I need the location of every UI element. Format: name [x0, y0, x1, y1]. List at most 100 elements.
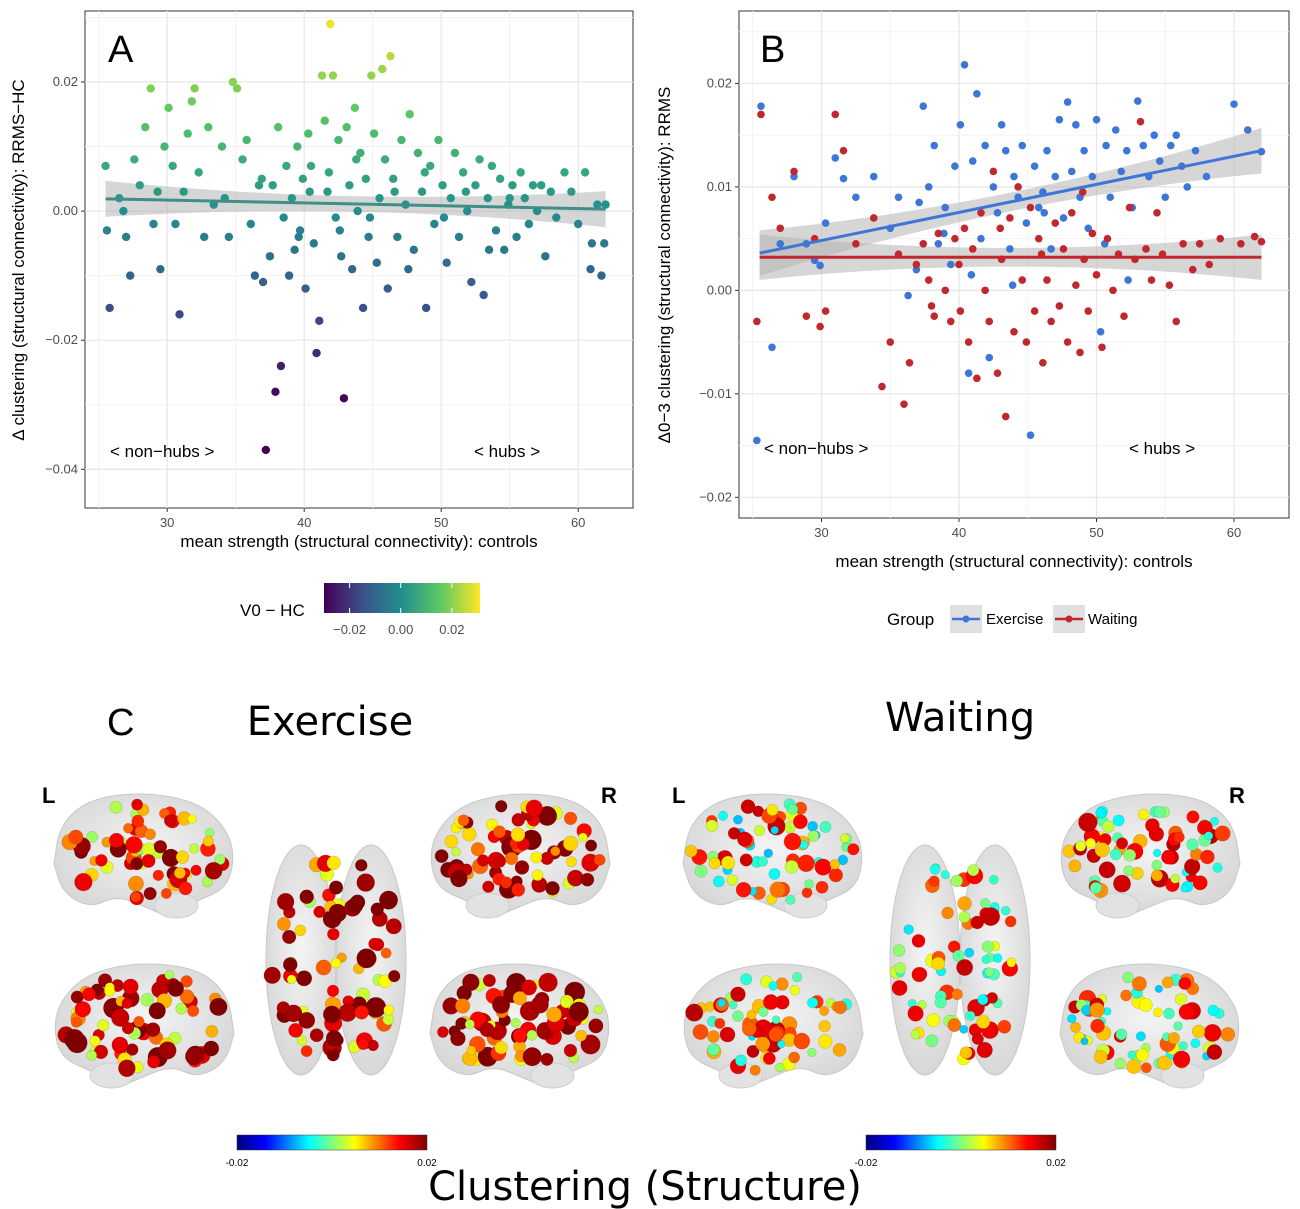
node-sphere — [925, 1034, 939, 1048]
node-sphere — [1080, 1037, 1089, 1046]
node-sphere — [839, 833, 850, 844]
node-sphere — [952, 949, 965, 962]
data-point-waiting — [776, 224, 785, 233]
node-sphere — [814, 858, 832, 876]
data-point-waiting — [878, 382, 886, 391]
node-sphere — [1098, 861, 1116, 879]
node-sphere — [482, 880, 495, 893]
data-point — [409, 245, 418, 255]
node-sphere — [986, 992, 998, 1004]
legend-tick-label: 0.02 — [439, 622, 464, 637]
data-point-exercise — [1096, 327, 1105, 336]
node-sphere — [931, 956, 946, 971]
data-point-exercise — [1072, 121, 1080, 129]
node-sphere — [1123, 865, 1135, 877]
node-sphere — [847, 843, 860, 856]
node-sphere — [1200, 849, 1215, 865]
data-point-exercise — [1047, 245, 1055, 253]
data-point — [105, 303, 114, 313]
data-point — [317, 71, 327, 80]
data-point — [471, 181, 480, 190]
node-sphere — [684, 844, 698, 858]
data-point — [358, 303, 368, 313]
node-sphere — [276, 917, 291, 931]
node-sphere — [1113, 874, 1131, 893]
data-point — [505, 193, 514, 203]
node-sphere — [464, 1019, 475, 1030]
node-sphere — [1191, 1024, 1206, 1039]
x-tick-label: 40 — [297, 515, 311, 530]
node-sphere — [365, 996, 387, 1018]
node-sphere — [184, 1047, 203, 1066]
exercise-brain-left-medial — [54, 963, 235, 1089]
node-sphere — [466, 1045, 477, 1056]
data-point — [413, 148, 423, 158]
data-point — [284, 271, 294, 280]
node-sphere — [118, 1059, 136, 1078]
node-sphere — [979, 898, 991, 909]
data-point-exercise — [1034, 203, 1043, 212]
node-sphere — [354, 1005, 369, 1020]
node-sphere — [209, 997, 228, 1016]
data-point-waiting — [905, 358, 914, 367]
node-sphere — [326, 1048, 340, 1062]
data-point-exercise — [930, 141, 939, 150]
x-tick-label: 60 — [571, 515, 585, 530]
node-sphere — [807, 820, 818, 832]
node-sphere — [563, 811, 578, 826]
data-point-exercise — [1059, 214, 1068, 222]
node-sphere — [357, 1038, 369, 1051]
node-sphere — [313, 905, 326, 919]
data-point — [335, 226, 345, 235]
node-sphere — [981, 907, 1001, 927]
data-point-exercise — [1124, 276, 1132, 284]
node-sphere — [1170, 873, 1181, 884]
node-sphere — [504, 851, 519, 866]
exercise-brain-left-lateral-cerebellum — [154, 892, 199, 919]
data-point-waiting — [1039, 358, 1047, 367]
node-sphere — [1152, 848, 1162, 858]
data-point — [339, 394, 349, 403]
data-point-exercise — [968, 157, 977, 165]
node-sphere — [1101, 820, 1115, 833]
data-point — [356, 148, 365, 158]
node-sphere — [451, 847, 461, 857]
panel-a: 30 40 50 60 0.02 0.00 −0.02 −0.04 A < non−hubs … — [9, 10, 634, 637]
data-point-waiting — [1051, 219, 1060, 227]
data-point-waiting — [989, 167, 998, 176]
node-sphere — [309, 1028, 324, 1043]
legend-waiting-label: Waiting — [1088, 611, 1137, 628]
node-sphere — [70, 990, 84, 1004]
data-point — [383, 284, 392, 293]
node-sphere — [728, 1000, 738, 1010]
data-point — [164, 103, 173, 113]
node-sphere — [540, 851, 554, 865]
panel-a-fit-line — [105, 197, 606, 211]
node-sphere — [491, 995, 511, 1014]
data-point — [175, 310, 184, 319]
node-sphere — [815, 880, 829, 894]
node-sphere — [580, 1034, 601, 1055]
node-sphere — [712, 875, 725, 888]
node-sphere — [457, 814, 470, 827]
data-point-waiting — [912, 260, 921, 269]
data-point-waiting — [1120, 312, 1128, 321]
node-sphere — [730, 986, 746, 1002]
waiting-title: Waiting — [885, 695, 1035, 741]
data-point-waiting — [1179, 240, 1187, 248]
node-sphere — [131, 814, 145, 828]
node-sphere — [356, 873, 375, 892]
y-tick-label: 0.00 — [53, 203, 78, 218]
node-sphere — [911, 934, 926, 948]
data-point — [276, 361, 286, 371]
node-sphere — [717, 810, 729, 821]
data-point-exercise — [1202, 172, 1211, 181]
node-sphere — [121, 1021, 135, 1035]
node-sphere — [522, 1047, 542, 1067]
node-sphere — [1136, 1048, 1150, 1062]
data-point-exercise — [1084, 224, 1093, 233]
node-sphere — [770, 825, 779, 835]
waiting-brain-right-lateral — [1060, 793, 1241, 919]
data-point — [353, 206, 362, 216]
node-sphere — [1094, 842, 1110, 858]
